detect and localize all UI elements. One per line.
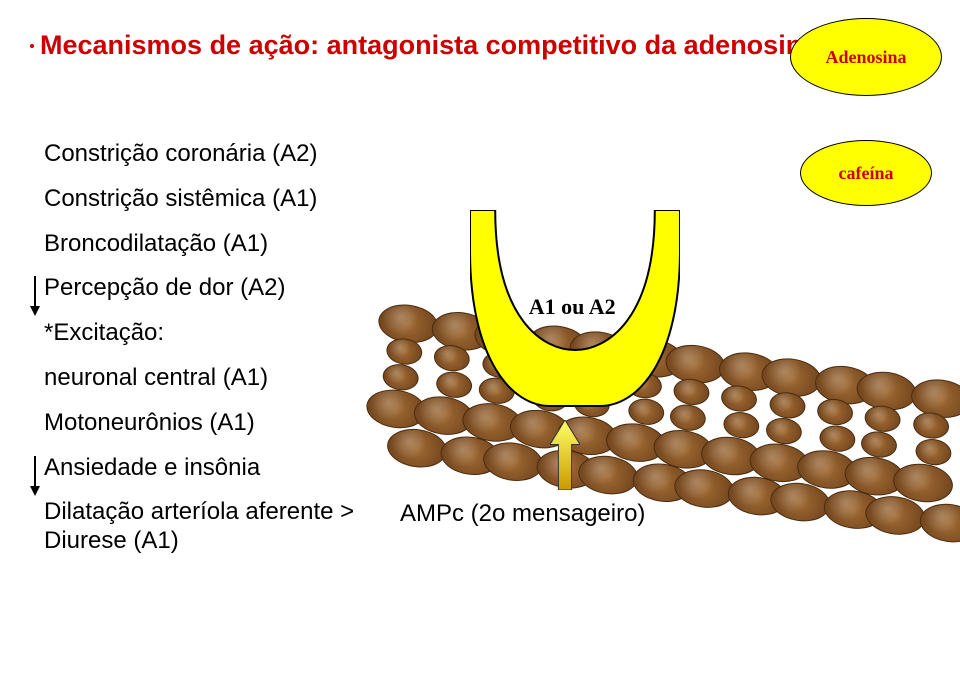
- lipid-icon: [764, 416, 803, 447]
- effect-item: Constrição coronária (A2): [30, 140, 390, 169]
- adenosina-label: Adenosina: [825, 47, 906, 68]
- cafeina-label: cafeína: [839, 163, 894, 184]
- effect-item: Percepção de dor (A2): [30, 274, 390, 303]
- effect-text: Percepção de dor (A2): [44, 274, 285, 301]
- effect-text: Constrição coronária (A2): [44, 140, 317, 167]
- lipid-icon: [917, 500, 960, 546]
- effects-list: Constrição coronária (A2) Constrição sist…: [30, 140, 390, 572]
- receptor-label: A1 ou A2: [529, 294, 616, 320]
- adenosina-oval: Adenosina: [790, 18, 942, 96]
- ampc-label: AMPc (2o mensageiro): [400, 500, 645, 528]
- page-title: Mecanismos de ação: antagonista competit…: [40, 30, 817, 61]
- ampc-arrow-icon: [550, 420, 580, 490]
- effect-text: Motoneurônios (A1): [44, 409, 255, 436]
- effect-item: *Excitação:: [30, 319, 390, 348]
- effect-text: Constrição sistêmica (A1): [44, 185, 317, 212]
- page-title-row: Mecanismos de ação: antagonista competit…: [30, 30, 817, 61]
- effect-item: Broncodilatação (A1): [30, 230, 390, 259]
- lipid-icon: [860, 429, 899, 460]
- effect-item: Constrição sistêmica (A1): [30, 185, 390, 214]
- effect-text: Dilatação arteríola aferente > Diurese (…: [44, 498, 354, 554]
- cafeina-oval: cafeína: [800, 140, 932, 206]
- effect-text: Ansiedade e insônia: [44, 454, 260, 481]
- down-arrow-icon: [30, 276, 40, 316]
- effect-item: neuronal central (A1): [30, 364, 390, 393]
- title-bullet-icon: [30, 44, 34, 48]
- down-arrow-icon: [30, 456, 40, 496]
- effect-text: Broncodilatação (A1): [44, 230, 268, 257]
- effect-item: Ansiedade e insônia: [30, 454, 390, 483]
- effect-text: neuronal central (A1): [44, 364, 268, 391]
- lipid-icon: [381, 362, 420, 393]
- effect-item: Motoneurônios (A1): [30, 409, 390, 438]
- effect-text: *Excitação:: [44, 319, 164, 346]
- effect-item: Dilatação arteríola aferente > Diurese (…: [30, 498, 390, 556]
